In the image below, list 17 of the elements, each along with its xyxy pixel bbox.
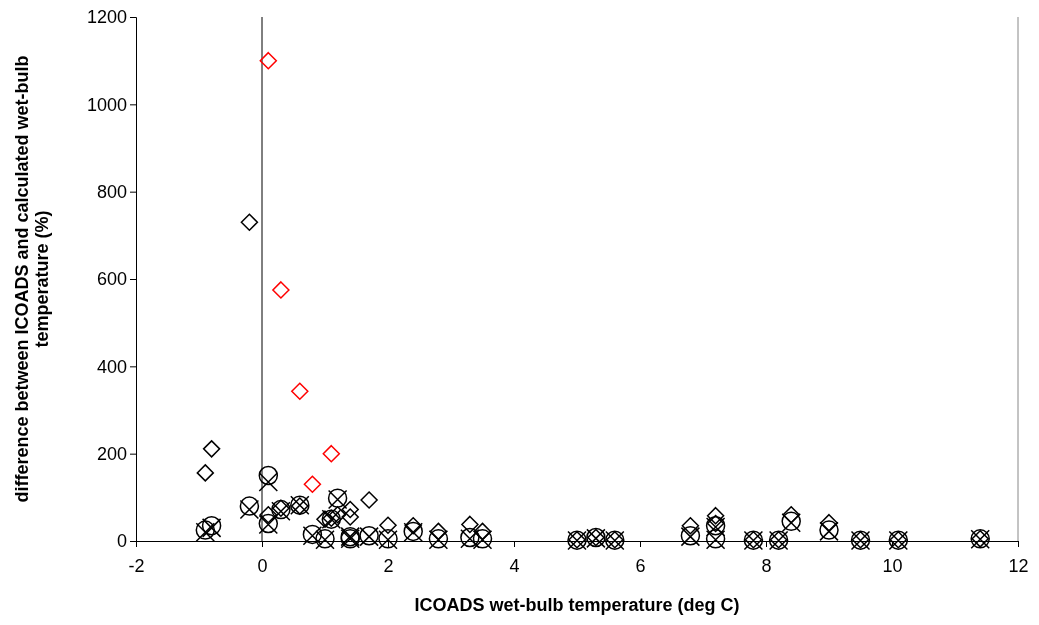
x-tick-label: -2 — [128, 555, 145, 576]
y-tick-label: 0 — [116, 531, 127, 552]
x-tick-label: 8 — [761, 555, 772, 576]
x-tick-label: 2 — [383, 555, 394, 576]
y-tick-label: 200 — [96, 443, 127, 464]
x-tick-label: 12 — [1008, 555, 1029, 576]
x-tick-label: 0 — [257, 555, 268, 576]
x-tick-label: 10 — [882, 555, 903, 576]
y-tick-label: 800 — [96, 181, 127, 202]
x-tick-label: 4 — [509, 555, 520, 576]
y-tick-label: 600 — [96, 269, 127, 290]
y-axis-title: difference between ICOADS and calculated wet-bulb temperature (%) — [12, 55, 52, 503]
y-tick-label: 1200 — [86, 7, 127, 28]
y-tick-label: 1000 — [86, 94, 127, 115]
x-tick-label: 6 — [635, 555, 646, 576]
y-tick-label: 400 — [96, 356, 127, 377]
x-axis-title: ICOADS wet-bulb temperature (deg C) — [414, 595, 740, 615]
